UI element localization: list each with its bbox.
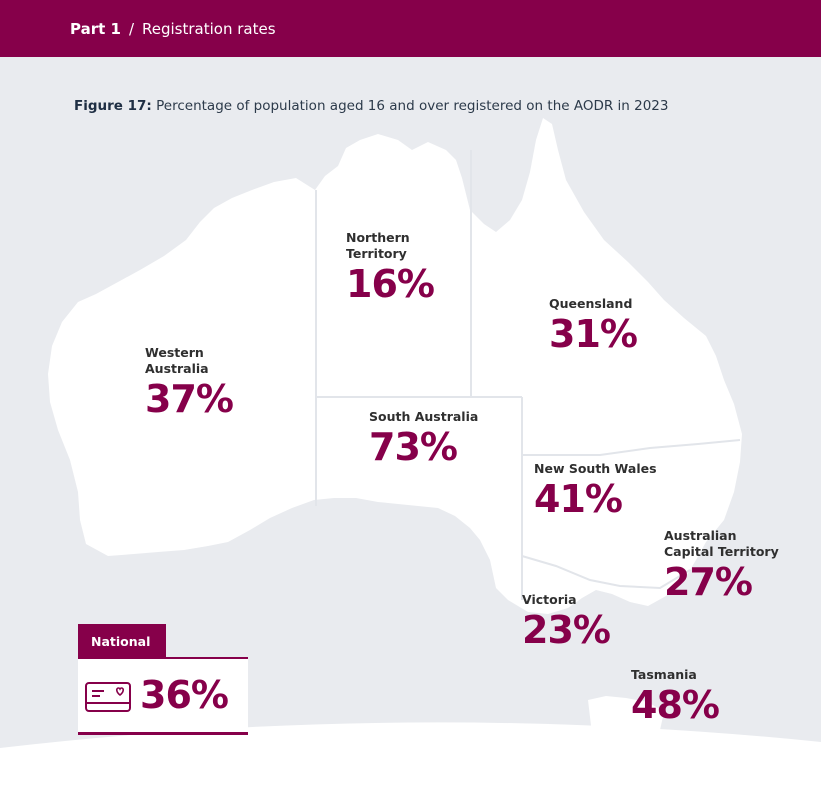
breadcrumb: Part 1 / Registration rates <box>70 20 276 38</box>
national-label: National <box>78 624 166 658</box>
breadcrumb-separator: / <box>128 19 135 38</box>
region-value: 73% <box>369 425 458 469</box>
bottom-arc <box>0 722 821 790</box>
region-victoria: Victoria 23% <box>522 592 611 652</box>
region-value: 48% <box>631 683 720 727</box>
page-header: Part 1 / Registration rates <box>0 0 821 57</box>
breadcrumb-title: Registration rates <box>142 19 276 38</box>
region-name-line2: Capital Territory <box>664 544 779 559</box>
mainland-shape <box>48 118 742 614</box>
region-name: Victoria <box>522 592 577 607</box>
national-value: 36% <box>140 673 229 717</box>
region-value: 41% <box>534 477 623 521</box>
region-western-australia: Western Australia 37% <box>145 345 234 421</box>
region-value: 37% <box>145 377 234 421</box>
region-tasmania: Tasmania 48% <box>631 667 720 727</box>
region-name: Queensland <box>549 296 633 311</box>
region-northern-territory: Northern Territory 16% <box>346 230 435 306</box>
region-value: 23% <box>522 608 611 652</box>
region-south-australia: South Australia 73% <box>369 409 478 469</box>
region-name-line1: Northern <box>346 230 410 245</box>
region-australian-capital-territory: Australian Capital Territory 27% <box>664 528 779 604</box>
region-name: South Australia <box>369 409 479 424</box>
region-name: Tasmania <box>631 667 697 682</box>
figure-caption: Figure 17: Percentage of population aged… <box>74 98 669 114</box>
region-name-line1: Australian <box>664 528 737 543</box>
state-borders <box>315 150 741 600</box>
region-queensland: Queensland 31% <box>549 296 638 356</box>
region-value: 31% <box>549 312 638 356</box>
region-value: 16% <box>346 262 435 306</box>
region-new-south-wales: New South Wales 41% <box>534 461 657 521</box>
region-name-line1: Western <box>145 345 204 360</box>
national-panel: 36% <box>78 657 248 735</box>
breadcrumb-part: Part 1 <box>70 19 121 38</box>
region-value: 27% <box>664 560 753 604</box>
region-name: New South Wales <box>534 461 657 476</box>
figure-text: Percentage of population aged 16 and ove… <box>156 98 669 114</box>
region-name-line2: Australia <box>145 361 209 376</box>
figure-label: Figure 17: <box>74 98 152 114</box>
donor-card-icon <box>85 682 131 712</box>
region-name-line2: Territory <box>346 246 407 261</box>
